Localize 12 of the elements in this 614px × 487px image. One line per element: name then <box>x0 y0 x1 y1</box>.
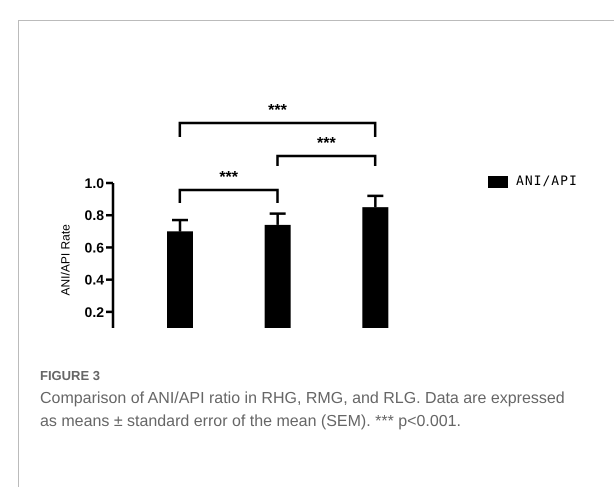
y-tick-label: 0.8 <box>84 207 104 224</box>
text: *** <box>316 135 336 152</box>
y-tick-label: 0.6 <box>84 239 104 256</box>
text: *** <box>268 102 288 119</box>
legend-label: ANI/API <box>516 174 578 189</box>
annotation: *** <box>219 169 239 186</box>
y-tick-label: 0.2 <box>84 304 104 320</box>
caption: FIGURE 3 <box>40 368 101 383</box>
y-tick-label: 1.0 <box>84 174 104 191</box>
text: Comparison of ANI/API ratio in RHG, RMG, and RLG. Data are expressed as means ± standard error of the mean (SEM). *** p<0.001. <box>40 389 566 432</box>
y-axis-title: ANI/API Rate <box>58 224 72 296</box>
y-tick-label: 0.4 <box>84 272 104 288</box>
